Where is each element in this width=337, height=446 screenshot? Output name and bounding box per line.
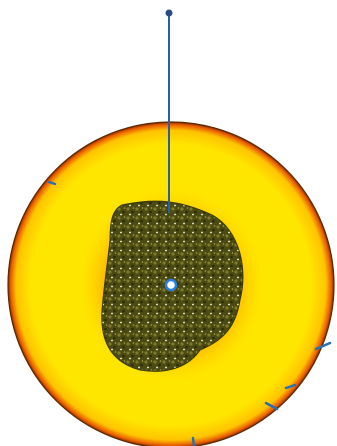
scene	[0, 0, 337, 446]
page: {}	[0, 0, 337, 446]
edge-marker	[193, 438, 194, 446]
center-marker	[166, 280, 176, 290]
pointer-head	[166, 10, 173, 17]
